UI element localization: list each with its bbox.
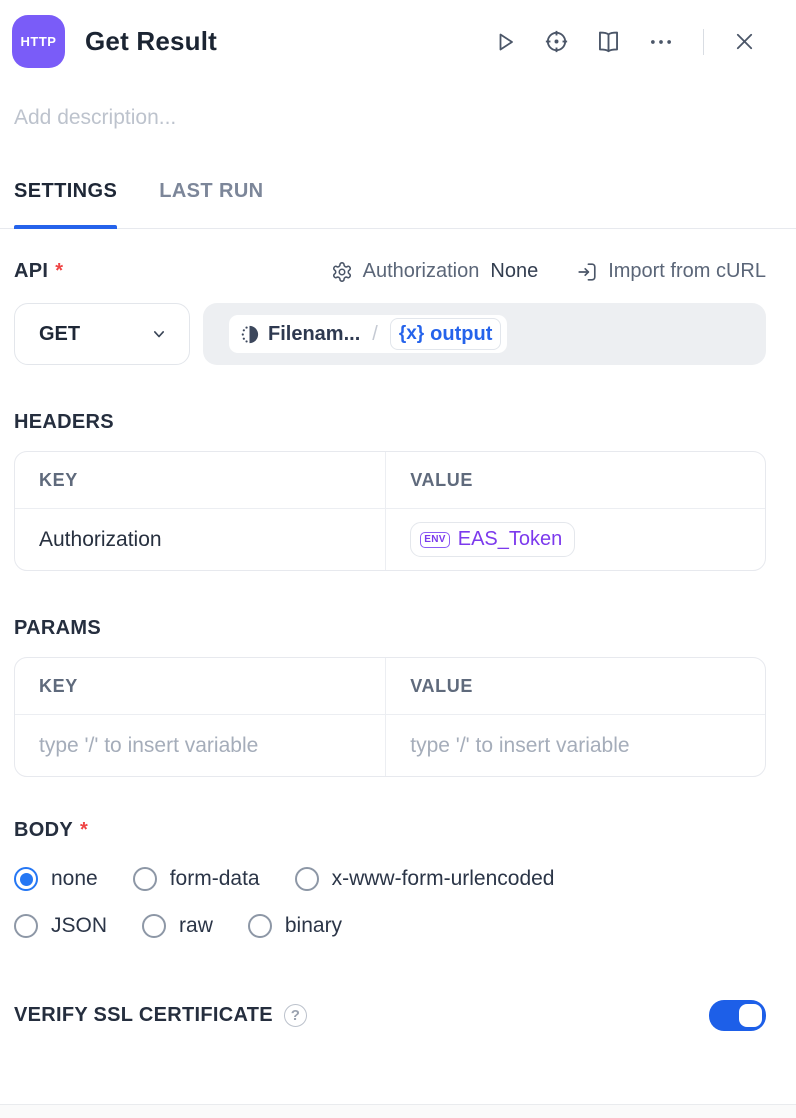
toggle-knob (739, 1004, 762, 1027)
http-badge-label: HTTP (20, 34, 57, 49)
chevron-down-icon (149, 324, 169, 344)
params-section-heading: PARAMS (14, 617, 101, 639)
panel-header: HTTP Get Result (0, 0, 796, 68)
api-links: Authorization None Import from cURL (331, 260, 766, 283)
bottom-divider (0, 1104, 796, 1118)
radio-none[interactable]: none (14, 867, 98, 891)
method-dropdown[interactable]: GET (14, 303, 190, 365)
radio-circle (247, 914, 272, 938)
run-play-icon[interactable] (493, 30, 517, 54)
body-label: BODY (14, 819, 73, 841)
radio-circle (14, 914, 38, 938)
radio-label: none (51, 867, 98, 890)
env-variable-name: EAS_Token (457, 528, 563, 550)
radio-label: x-www-form-urlencoded (331, 867, 555, 890)
toolbar-divider (703, 28, 704, 55)
api-header-row: API * Authorization None Import from cUR… (14, 260, 766, 283)
authorization-label: Authorization (362, 260, 480, 282)
radio-circle (132, 867, 157, 891)
radio-circle (142, 914, 167, 938)
header-key-text: Authorization (39, 527, 162, 551)
authorization-button[interactable]: Authorization None (331, 260, 539, 283)
ssl-row: VERIFY SSL CERTIFICATE ? (14, 1000, 766, 1031)
radio-label: JSON (51, 914, 108, 937)
radio-label: raw (179, 914, 213, 937)
import-icon (576, 261, 598, 283)
ssl-toggle[interactable] (709, 1000, 766, 1031)
params-value-column: VALUE (386, 658, 765, 715)
header-value-cell[interactable]: ENV EAS_Token (386, 509, 765, 570)
variable-x-badge: {x} (398, 323, 425, 344)
url-path-separator: / (372, 322, 378, 345)
api-section-heading: API * (14, 260, 63, 283)
ssl-heading: VERIFY SSL CERTIFICATE (14, 1004, 273, 1026)
authorization-value: None (490, 260, 539, 282)
variable-name: output (430, 322, 493, 345)
params-key-column: KEY (15, 658, 387, 715)
tab-bar: SETTINGS LAST RUN (0, 180, 796, 229)
radio-x-www-form-urlencoded[interactable]: x-www-form-urlencoded (294, 867, 555, 891)
header-toolbar (493, 28, 756, 55)
url-chip-label: Filenam... (268, 322, 361, 345)
method-value: GET (39, 322, 81, 345)
http-app-badge: HTTP (12, 15, 65, 68)
body-required-asterisk: * (79, 819, 89, 841)
header-key-cell[interactable]: Authorization (15, 509, 387, 570)
radio-circle (294, 867, 319, 891)
body-type-radio-row-2: JSON raw binary (14, 914, 766, 938)
tab-last-run[interactable]: LAST RUN (159, 180, 264, 202)
output-variable-chip[interactable]: {x} output (389, 318, 502, 350)
help-icon[interactable]: ? (283, 1004, 307, 1027)
body-section-heading: BODY * (14, 819, 766, 842)
description-row (0, 106, 796, 130)
radio-label: binary (284, 914, 343, 937)
radio-label: form-data (169, 867, 260, 890)
radio-raw[interactable]: raw (142, 914, 213, 938)
url-input-field[interactable]: Filenam... / {x} output (203, 303, 766, 365)
page-title: Get Result (85, 26, 218, 56)
import-curl-label: Import from cURL (608, 260, 766, 282)
url-variable-chip[interactable]: Filenam... / {x} output (229, 315, 508, 353)
env-variable-chip[interactable]: ENV EAS_Token (410, 522, 576, 557)
target-icon[interactable] (544, 29, 569, 54)
more-options-icon[interactable] (648, 29, 674, 55)
radio-json[interactable]: JSON (14, 914, 107, 938)
close-icon[interactable] (733, 30, 756, 53)
api-label: API (14, 260, 49, 282)
request-row: GET Filenam... / {x} output (14, 303, 766, 365)
radio-binary[interactable]: binary (247, 914, 343, 938)
params-key-input[interactable]: type '/' to insert variable (15, 715, 387, 776)
radio-circle (14, 867, 38, 891)
params-value-input[interactable]: type '/' to insert variable (410, 733, 630, 757)
headers-value-column: VALUE (386, 452, 765, 509)
params-table: KEY VALUE type '/' to insert variable ty… (14, 657, 766, 777)
description-input[interactable] (14, 106, 766, 130)
step-node-icon (239, 324, 260, 345)
gear-icon (331, 261, 353, 283)
required-asterisk: * (55, 260, 64, 282)
radio-form-data[interactable]: form-data (132, 867, 260, 891)
headers-table: KEY VALUE Authorization ENV EAS_Token (14, 451, 766, 571)
env-badge-icon: ENV (420, 531, 450, 548)
import-curl-button[interactable]: Import from cURL (576, 260, 766, 283)
headers-section-heading: HEADERS (14, 411, 114, 433)
book-docs-icon[interactable] (596, 29, 621, 54)
tab-settings[interactable]: SETTINGS (14, 180, 118, 229)
headers-key-column: KEY (15, 452, 387, 509)
body-type-radio-row-1: none form-data x-www-form-urlencoded (14, 867, 766, 891)
